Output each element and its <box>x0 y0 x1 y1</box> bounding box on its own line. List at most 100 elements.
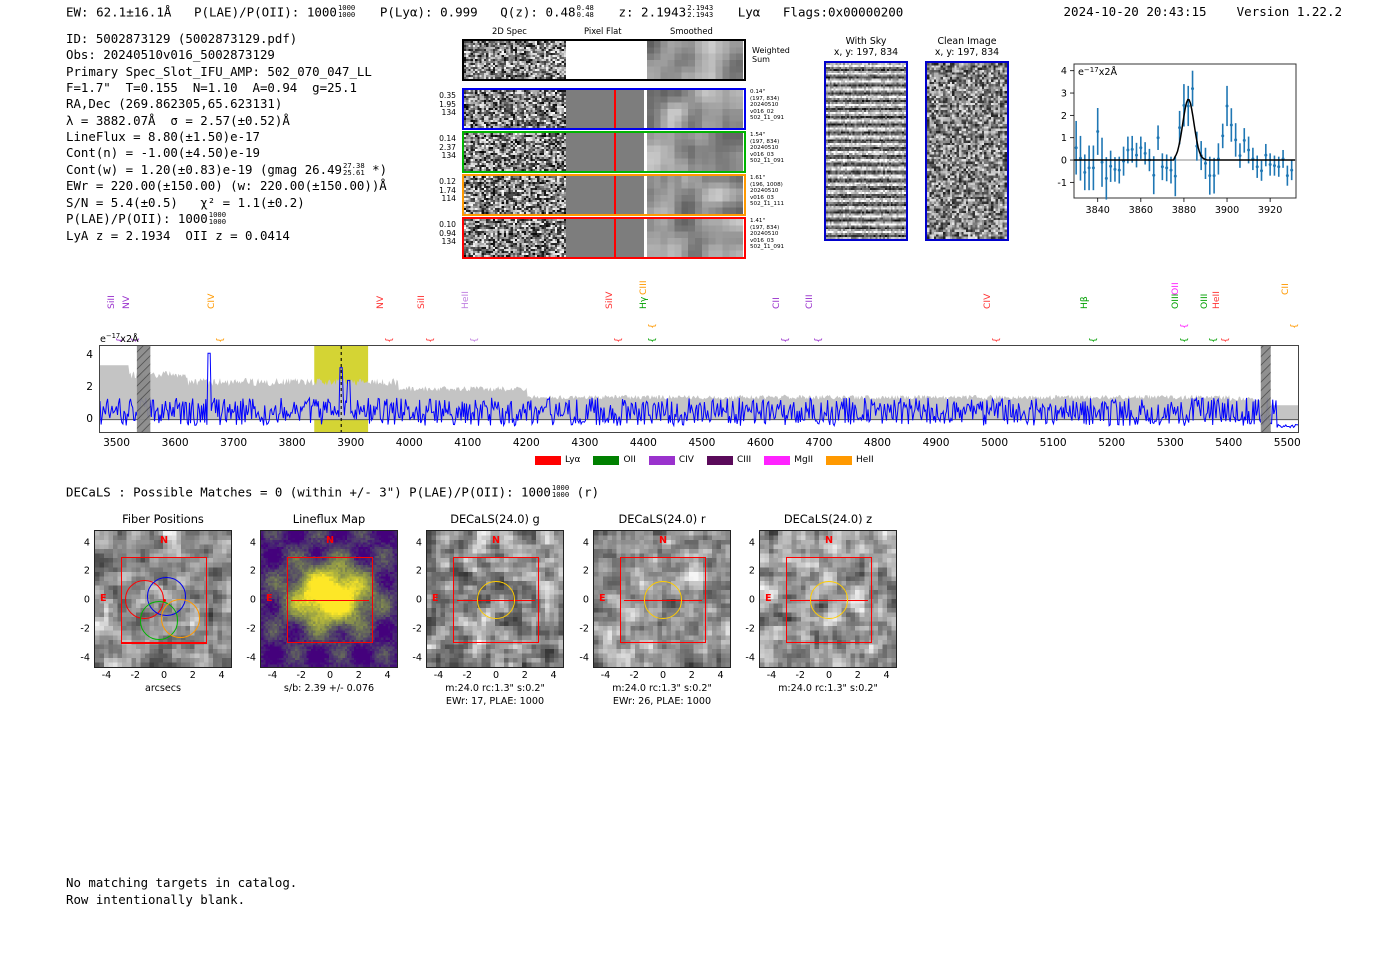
legend-item: CIV <box>648 455 694 465</box>
svg-text:3: 3 <box>1061 88 1067 99</box>
panel-image[interactable]: N E 4 2 0 -2 -4 -4 -2 0 2 4 m:24.0 rc:1.3" s:0.2" EWr… <box>412 530 564 707</box>
fiber-row-left-label: 1.74 <box>439 185 456 195</box>
panel-y-tick: -2 <box>412 623 422 635</box>
fiber-row-left-labels: 0.12 1.74 114 <box>426 177 457 204</box>
panel-y-tick: -4 <box>579 652 589 663</box>
gmag-range: 27.38 25.61 <box>343 160 365 178</box>
fiber-row-right-label: v016_03 <box>750 237 774 244</box>
svg-text:3840: 3840 <box>1085 205 1109 216</box>
fiber-smoothed <box>647 133 743 171</box>
fiber-row <box>462 217 746 259</box>
legend-item: Lyα <box>535 455 580 465</box>
emission-line-label: CII <box>1279 283 1291 295</box>
emission-line-label: CIV <box>206 293 218 309</box>
photometry-aperture-circle <box>644 581 682 619</box>
panel-image[interactable]: N E 4 2 0 -2 -4 -4 -2 0 2 4 s/b: 2.39 +/- 0.076 <box>246 530 398 694</box>
panel-y-tick: -2 <box>80 623 90 635</box>
panel-image[interactable]: N E 4 2 0 -2 -4 -4 -2 0 2 4 m:24.0 rc:1.3" s:0.2" EWr… <box>579 530 731 707</box>
panel-title: DECaLS(24.0) g <box>450 512 540 526</box>
emission-line-brace: { <box>1288 323 1300 329</box>
panel-y-tick: 0 <box>415 594 422 606</box>
info-seeing: F=1.7" T=0.155 N=1.10 A=0.94 g=25.1 <box>66 80 357 96</box>
compass-east: E <box>599 593 606 604</box>
panel-y-tick: 2 <box>748 565 755 577</box>
info-primary-spec: Primary Spec_Slot_IFU_AMP: 502_070_047_L… <box>66 63 372 79</box>
fiber-row-right-label: 20240510 <box>750 145 779 152</box>
fiber-row-right-label: (197, 834) <box>750 138 780 145</box>
emission-line-label: Hγ <box>638 296 650 309</box>
legend-label: Lyα <box>565 455 581 465</box>
wavelength-marker-line <box>614 133 617 171</box>
decals-panel-decals-g: DECaLS(24.0) g N E 4 2 0 -2 -4 -4 -2 0 2 4 m:24.0 rc:… <box>398 512 576 707</box>
legend-label: MgII <box>794 455 814 465</box>
fiber-row-right-label: v016_02 <box>750 108 774 115</box>
spectrum-x-tick: 4600 <box>746 437 774 449</box>
compass-north: N <box>825 535 834 546</box>
fiber-pixelflat <box>566 219 644 257</box>
panel-x-tick: -2 <box>130 670 141 681</box>
panel-y-tick: -4 <box>246 652 256 663</box>
plya-label: P(Lyα): <box>379 4 433 20</box>
spectrum-x-tick: 3600 <box>161 437 189 449</box>
panel-x-tick: -2 <box>296 670 307 681</box>
spectrum-x-tick: 3700 <box>220 437 248 449</box>
emission-line-label: SiII <box>415 295 427 309</box>
spectrum-x-tick: 4400 <box>629 437 657 449</box>
spectrum-x-tick: 4000 <box>395 437 423 449</box>
plya-value: 0.999 <box>440 4 478 20</box>
z-line-species: Lyα <box>737 4 761 20</box>
panel-image[interactable]: N E 4 2 0 -2 -4 -4 -2 0 2 4 m:24.0 rc:1.3" s:0.2" <box>745 530 897 694</box>
emission-line-legend: Lyα OII CIV CIII MgII HeII <box>535 455 874 465</box>
weighted-sum-2dspec <box>464 41 566 79</box>
target-marker <box>162 598 166 602</box>
info-plae-ratio: P(LAE)/P(OII): 10001000 1000 <box>66 210 227 227</box>
info-radec: RA,Dec (269.862305,65.623131) <box>66 96 283 112</box>
cutout-with-sky-image <box>824 60 908 241</box>
ew-label: EW: <box>66 4 89 20</box>
fiber-row-right-label: 502_11_091 <box>750 244 785 251</box>
panel-x-tick: -4 <box>766 670 777 681</box>
fiber-row-left-label: 0.94 <box>439 228 456 238</box>
spectrum-x-tick: 3500 <box>103 437 131 449</box>
panel-caption: m:24.0 rc:1.3" s:0.2" EWr: 17, PLAE: 1000 <box>427 683 563 708</box>
spectrum-y-tick: 4 <box>86 348 93 361</box>
panel-x-tick: -4 <box>433 670 444 681</box>
panel-x-tick: 2 <box>355 670 362 681</box>
fiber-row-left-label: 114 <box>441 194 457 204</box>
ew-value: 62.1±16.1Å <box>96 4 172 20</box>
spectrum-x-tick: 4100 <box>454 437 482 449</box>
panel-caption-line: m:24.0 rc:1.3" s:0.2" <box>445 683 545 694</box>
info-lineflux: LineFlux = 8.80(±1.50)e-17 <box>66 129 260 145</box>
fiber-row-left-labels: 0.35 1.95 134 <box>426 91 456 118</box>
gap <box>644 176 647 214</box>
fiber-row-right-label: 0.14" <box>750 89 766 95</box>
compass-north: N <box>659 535 668 546</box>
aperture-box <box>619 556 707 644</box>
info-plae-range: 1000 1000 <box>208 210 227 227</box>
legend-item: HeII <box>826 455 874 465</box>
panel-x-tick: 4 <box>883 670 890 681</box>
panel-x-tick: 2 <box>521 670 528 681</box>
aperture-box-top-edge <box>120 643 208 645</box>
panel-image[interactable]: N E 4 2 0 -2 -4 -4 -2 0 2 4 arcsecs <box>80 530 232 694</box>
info-obs: Obs: 20240510v016_5002873129 <box>66 47 275 63</box>
panel-x-tick: 2 <box>688 670 695 681</box>
fiber-row-right-label: 20240510 <box>750 102 779 109</box>
qz-range: 0.48 0.48 <box>576 3 594 20</box>
emission-line-brace: { <box>990 337 1002 343</box>
decals-panel-fiber-positions: Fiber Positions N E 4 2 0 -2 -4 -4 -2 0 2 4 arcsecs <box>66 512 244 694</box>
emission-line-brace: { <box>780 337 792 343</box>
svg-text:3920: 3920 <box>1258 205 1282 216</box>
cutout-clean-image: Clean Image x, y: 197, 834 <box>925 36 1009 241</box>
decals-panel-row: Fiber Positions N E 4 2 0 -2 -4 -4 -2 0 2 4 arcsecs Li… <box>0 0 1400 707</box>
spectrum-x-tick: 3800 <box>278 437 306 449</box>
panel-y-tick: -4 <box>80 652 90 663</box>
compass-east: E <box>765 593 772 604</box>
info-redshifts: LyA z = 2.1934 OII z = 0.0414 <box>66 227 290 243</box>
svg-text:1: 1 <box>1061 133 1067 144</box>
panel-y-tick: 2 <box>249 565 256 577</box>
spectrum-x-tick: 4200 <box>512 437 540 449</box>
full-spectrum-y-axis: 0 2 4 e−17x2Å <box>60 332 138 433</box>
spectrum-x-tick: 5300 <box>1156 437 1184 449</box>
gap <box>644 133 647 171</box>
